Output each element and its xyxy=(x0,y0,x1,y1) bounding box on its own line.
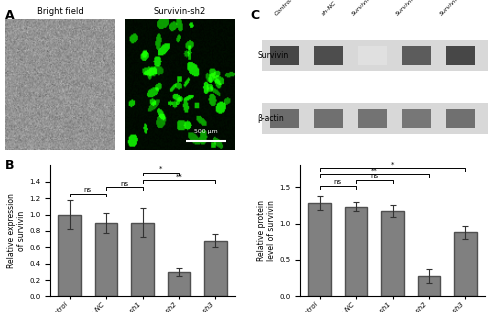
Text: *: * xyxy=(159,166,162,172)
Text: sh-NC: sh-NC xyxy=(322,0,338,17)
Bar xyxy=(262,40,488,71)
Bar xyxy=(381,211,404,296)
Bar xyxy=(58,215,81,296)
Text: B: B xyxy=(5,159,15,172)
Bar xyxy=(314,46,343,65)
Text: Survivin-sh2: Survivin-sh2 xyxy=(154,7,206,16)
Bar xyxy=(454,232,476,296)
Y-axis label: Relative protein
level of survivin: Relative protein level of survivin xyxy=(257,200,276,261)
Text: Survivin-sh3: Survivin-sh3 xyxy=(440,0,470,17)
Text: ns: ns xyxy=(120,181,128,187)
Text: β-actin: β-actin xyxy=(258,114,284,123)
Y-axis label: Relative expression
of survivin: Relative expression of survivin xyxy=(7,193,26,268)
Bar xyxy=(95,223,118,296)
Bar xyxy=(262,103,488,134)
Text: C: C xyxy=(250,9,259,22)
Bar xyxy=(308,203,331,296)
Text: A: A xyxy=(5,9,15,22)
Bar xyxy=(270,46,299,65)
Text: Survivin-sh1: Survivin-sh1 xyxy=(351,0,382,17)
Text: Control: Control xyxy=(274,0,294,17)
Bar xyxy=(270,110,299,128)
Text: Bright field: Bright field xyxy=(36,7,84,16)
Bar xyxy=(314,110,343,128)
Text: **: ** xyxy=(371,167,378,173)
Text: ns: ns xyxy=(334,179,342,185)
Bar xyxy=(446,46,476,65)
Bar xyxy=(204,241,227,296)
Text: *: * xyxy=(391,162,394,168)
Bar xyxy=(402,110,432,128)
Bar xyxy=(131,223,154,296)
Bar xyxy=(168,272,190,296)
Bar xyxy=(345,207,368,296)
Bar xyxy=(418,276,440,296)
Text: 500 μm: 500 μm xyxy=(194,129,218,134)
Bar xyxy=(446,110,476,128)
Text: **: ** xyxy=(176,173,182,179)
Text: ns: ns xyxy=(84,187,92,193)
Text: Survivin: Survivin xyxy=(258,51,288,60)
Text: ns: ns xyxy=(370,173,378,179)
Bar xyxy=(358,46,387,65)
Text: Survivin-sh2: Survivin-sh2 xyxy=(395,0,426,17)
Bar xyxy=(358,110,387,128)
Bar xyxy=(402,46,432,65)
